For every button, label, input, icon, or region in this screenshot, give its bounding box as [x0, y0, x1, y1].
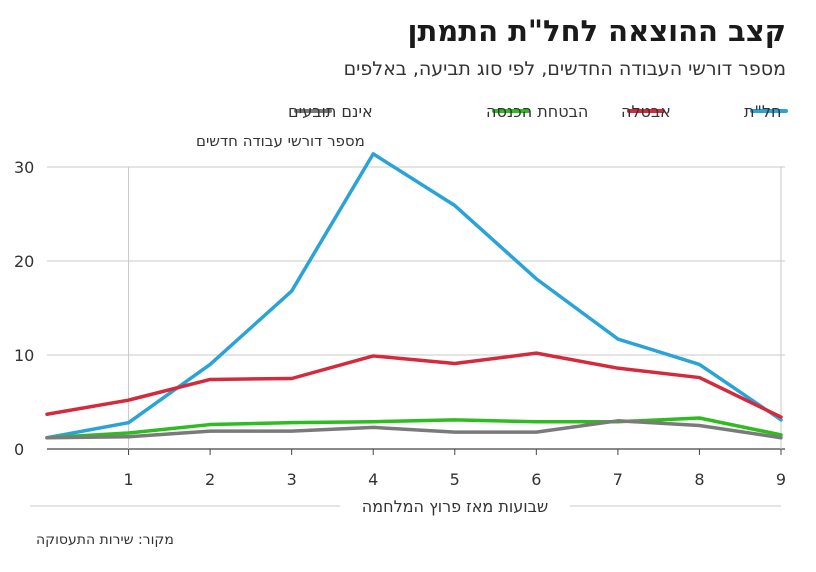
legend-label-0: חל"ת: [744, 102, 781, 121]
chart-subtitle: מספר דורשי העבודה החדשים, לפי סוג תביעה,…: [343, 58, 786, 80]
x-tick-label-4: 4: [368, 470, 378, 489]
x-tick-label-5: 5: [450, 470, 460, 489]
x-tick-label-8: 8: [694, 470, 704, 489]
x-tick-label-2: 2: [205, 470, 215, 489]
x-tick-label-7: 7: [613, 470, 623, 489]
x-tick-label-3: 3: [287, 470, 297, 489]
x-axis-label: שבועות מאז פרוץ המלחמה: [362, 497, 548, 516]
x-tick-label-6: 6: [531, 470, 541, 489]
chart-title: קצב ההוצאה לחל"ת התמתן: [407, 14, 786, 48]
y-tick-label-10: 10: [14, 346, 34, 365]
axes: 0 10 20 30 1 2 3 4 5 6 7 8 9 מספר דורשי עבודה חדשים שב…: [14, 132, 786, 516]
source-note: מקור: שירות התעסוקה: [36, 532, 174, 548]
series-line-1: [45, 351, 783, 419]
x-tick-label-1: 1: [123, 470, 133, 489]
x-tick-label-9: 9: [776, 470, 786, 489]
grid: [47, 166, 785, 450]
series-line-2: [45, 416, 783, 440]
y-axis-label: מספר דורשי עבודה חדשים: [196, 132, 365, 150]
legend-label-2: הבטחת הכנסה: [486, 102, 588, 121]
y-tick-label-30: 30: [14, 158, 34, 177]
legend-label-1: אבטלה: [621, 102, 671, 121]
y-tick-label-20: 20: [14, 252, 34, 271]
legend-label-3: אינם תובעים: [288, 102, 373, 121]
series-line-3: [45, 419, 783, 440]
y-tick-label-0: 0: [14, 440, 24, 459]
line-chart: חל"ת אבטלה הבטחת הכנסה אינם תובעים 0 10 20 30 1…: [14, 102, 788, 516]
series-line-0: [45, 152, 783, 440]
series-lines: [45, 152, 783, 440]
legend: חל"ת אבטלה הבטחת הכנסה אינם תובעים: [288, 102, 788, 121]
